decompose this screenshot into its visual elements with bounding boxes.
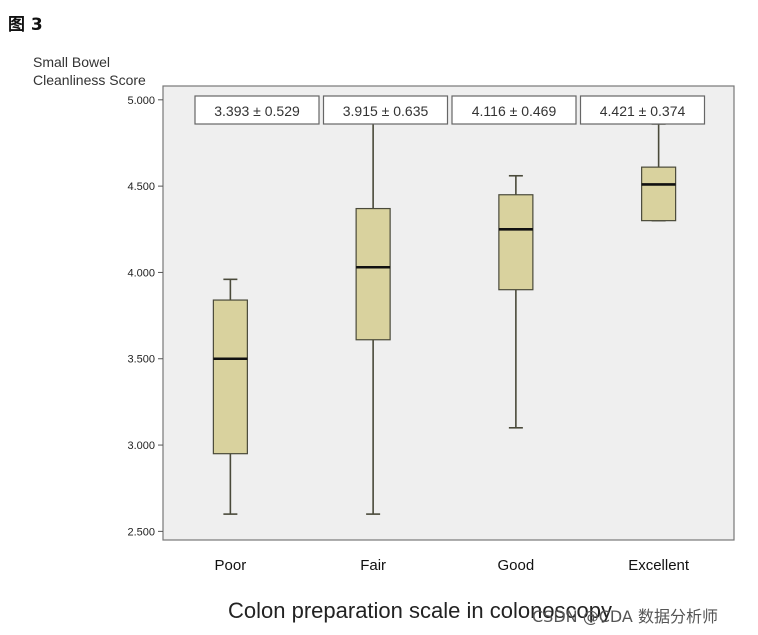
x-tick-label: Excellent (628, 557, 690, 574)
x-tick-label: Good (498, 557, 535, 574)
y-tick-label: 4.500 (127, 181, 155, 193)
y-tick-label: 2.500 (127, 526, 155, 538)
x-tick-label: Poor (215, 557, 247, 574)
annotation-label: 4.421 ± 0.374 (600, 103, 686, 119)
annotation-label: 4.116 ± 0.469 (472, 103, 557, 119)
annotation-box (451, 95, 577, 125)
watermark: CSDN @CDA 数据分析师 (532, 607, 718, 626)
annotation-label: 3.915 ± 0.635 (343, 103, 429, 119)
plot-area (162, 85, 735, 541)
y-tick-label: 3.500 (127, 354, 155, 366)
x-tick-label: Fair (360, 557, 386, 574)
y-axis-title: Small Bowel Cleanliness Score (33, 53, 146, 89)
box-excellent (641, 166, 677, 222)
box-fair (355, 207, 391, 341)
annotation-box (194, 95, 320, 125)
annotation-label: 3.393 ± 0.529 (214, 103, 300, 119)
y-axis-title-line-1: Small Bowel (33, 54, 111, 70)
annotation-box (322, 95, 449, 125)
y-tick-label: 4.000 (127, 267, 155, 279)
box-poor (212, 299, 248, 455)
y-axis-title-line-2: Cleanliness Score (33, 72, 146, 88)
box-good (498, 194, 534, 291)
figure-label: 图 3 (8, 15, 43, 35)
x-axis-title: Colon preparation scale in colonoscopy (228, 598, 613, 623)
y-tick-label: 5.000 (127, 95, 155, 107)
annotation-box (579, 95, 706, 125)
y-tick-label: 3.000 (127, 440, 155, 452)
